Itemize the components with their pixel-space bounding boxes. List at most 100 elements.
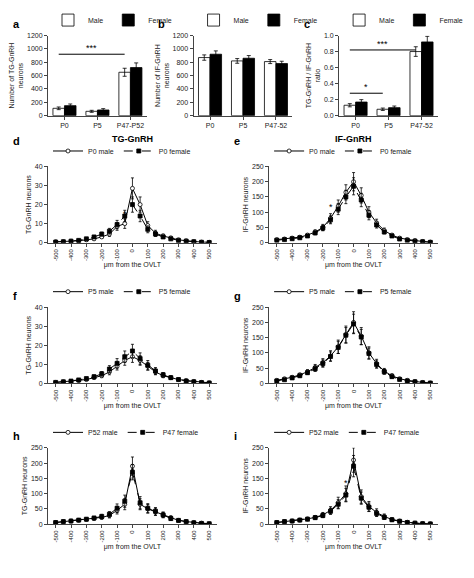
- svg-text:200: 200: [160, 248, 166, 259]
- svg-text:IF-GnRH neurons: IF-GnRH neurons: [242, 458, 249, 514]
- svg-text:200: 200: [31, 460, 43, 467]
- svg-text:-500: -500: [274, 248, 280, 261]
- svg-text:0.4: 0.4: [324, 80, 334, 87]
- svg-text:μm from the OVLT: μm from the OVLT: [104, 402, 162, 410]
- svg-text:i: i: [234, 430, 237, 442]
- svg-text:-200: -200: [99, 389, 105, 402]
- svg-text:P5 female: P5 female: [380, 288, 412, 295]
- svg-text:1200: 1200: [27, 32, 43, 39]
- svg-text:P0 male: P0 male: [88, 148, 114, 155]
- svg-text:P52 male: P52 male: [88, 429, 118, 436]
- svg-text:50: 50: [256, 224, 264, 231]
- svg-text:μm from the OVLT: μm from the OVLT: [325, 261, 383, 269]
- svg-text:-200: -200: [320, 530, 326, 543]
- svg-text:200: 200: [160, 530, 166, 541]
- svg-text:TG-GnRH neurons: TG-GnRH neurons: [21, 456, 28, 515]
- svg-text:200: 200: [31, 99, 43, 106]
- svg-text:800: 800: [31, 59, 43, 66]
- svg-text:b: b: [158, 18, 165, 30]
- svg-text:400: 400: [191, 389, 197, 400]
- svg-text:P0: P0: [351, 122, 360, 129]
- svg-text:c: c: [304, 18, 310, 30]
- svg-text:0: 0: [351, 530, 357, 534]
- svg-text:μm from the OVLT: μm from the OVLT: [325, 402, 383, 410]
- svg-text:10: 10: [35, 220, 43, 227]
- svg-text:400: 400: [412, 248, 418, 259]
- svg-text:0: 0: [351, 389, 357, 393]
- svg-text:200: 200: [381, 530, 387, 541]
- svg-text:0: 0: [39, 112, 43, 119]
- svg-text:400: 400: [176, 85, 188, 92]
- svg-text:10: 10: [35, 361, 43, 368]
- svg-text:300: 300: [175, 530, 181, 541]
- svg-text:0: 0: [260, 521, 264, 528]
- svg-text:150: 150: [252, 475, 264, 482]
- svg-text:P5 female: P5 female: [159, 288, 191, 295]
- svg-text:P0 female: P0 female: [380, 148, 412, 155]
- svg-text:-400: -400: [68, 389, 74, 402]
- svg-text:100: 100: [31, 490, 43, 497]
- svg-text:40: 40: [35, 163, 43, 170]
- svg-text:-300: -300: [83, 530, 89, 543]
- svg-text:1000: 1000: [173, 45, 189, 52]
- svg-text:-500: -500: [53, 389, 59, 402]
- svg-text:300: 300: [397, 389, 403, 400]
- svg-text:Number of IF-GnRHneurons: Number of IF-GnRHneurons: [154, 44, 170, 107]
- svg-text:100: 100: [252, 209, 264, 216]
- svg-text:20: 20: [35, 342, 43, 349]
- svg-text:500: 500: [427, 530, 433, 541]
- svg-text:0.2: 0.2: [324, 96, 334, 103]
- svg-text:-100: -100: [335, 530, 341, 543]
- svg-text:0: 0: [184, 112, 188, 119]
- svg-text:0.0: 0.0: [324, 112, 334, 119]
- svg-text:400: 400: [31, 85, 43, 92]
- svg-text:*: *: [364, 82, 368, 92]
- svg-text:200: 200: [176, 99, 188, 106]
- svg-text:250: 250: [31, 444, 43, 451]
- svg-text:-300: -300: [304, 248, 310, 261]
- svg-text:200: 200: [160, 389, 166, 400]
- svg-text:P5 male: P5 male: [309, 288, 335, 295]
- svg-text:g: g: [234, 290, 241, 302]
- svg-text:30: 30: [35, 182, 43, 189]
- svg-text:-400: -400: [289, 530, 295, 543]
- svg-text:P0 male: P0 male: [309, 148, 335, 155]
- svg-text:Male: Male: [379, 17, 394, 24]
- svg-text:P47 female: P47 female: [163, 429, 199, 436]
- svg-text:Number of TG-GnRHneurons: Number of TG-GnRHneurons: [8, 43, 24, 109]
- svg-text:300: 300: [397, 248, 403, 259]
- svg-text:100: 100: [145, 248, 151, 259]
- svg-text:500: 500: [206, 389, 212, 400]
- svg-text:300: 300: [397, 530, 403, 541]
- svg-text:100: 100: [145, 389, 151, 400]
- svg-text:0.8: 0.8: [324, 48, 334, 55]
- svg-text:0: 0: [129, 248, 135, 252]
- svg-text:20: 20: [35, 201, 43, 208]
- svg-text:IF-GnRH: IF-GnRH: [335, 134, 372, 144]
- svg-text:50: 50: [256, 505, 264, 512]
- svg-text:μm from the OVLT: μm from the OVLT: [325, 543, 383, 551]
- svg-text:0: 0: [39, 239, 43, 246]
- svg-text:-500: -500: [53, 248, 59, 261]
- svg-text:600: 600: [176, 72, 188, 79]
- svg-text:-100: -100: [335, 248, 341, 261]
- svg-text:IF-GnRH neurons: IF-GnRH neurons: [242, 176, 249, 232]
- svg-text:200: 200: [252, 319, 264, 326]
- svg-text:0: 0: [129, 530, 135, 534]
- svg-text:250: 250: [252, 304, 264, 311]
- svg-text:100: 100: [366, 530, 372, 541]
- svg-text:100: 100: [145, 530, 151, 541]
- svg-text:400: 400: [191, 530, 197, 541]
- svg-text:600: 600: [31, 72, 43, 79]
- svg-text:200: 200: [252, 460, 264, 467]
- svg-text:-300: -300: [83, 248, 89, 261]
- svg-text:100: 100: [366, 248, 372, 259]
- svg-text:***: ***: [377, 39, 388, 49]
- svg-text:TG-GnRH / IF-GnRHratio: TG-GnRH / IF-GnRHratio: [305, 43, 321, 108]
- svg-text:0: 0: [260, 380, 264, 387]
- svg-text:0: 0: [39, 380, 43, 387]
- svg-text:250: 250: [252, 444, 264, 451]
- svg-text:0.6: 0.6: [324, 64, 334, 71]
- svg-text:Male: Male: [234, 17, 249, 24]
- svg-text:μm from the OVLT: μm from the OVLT: [104, 543, 162, 551]
